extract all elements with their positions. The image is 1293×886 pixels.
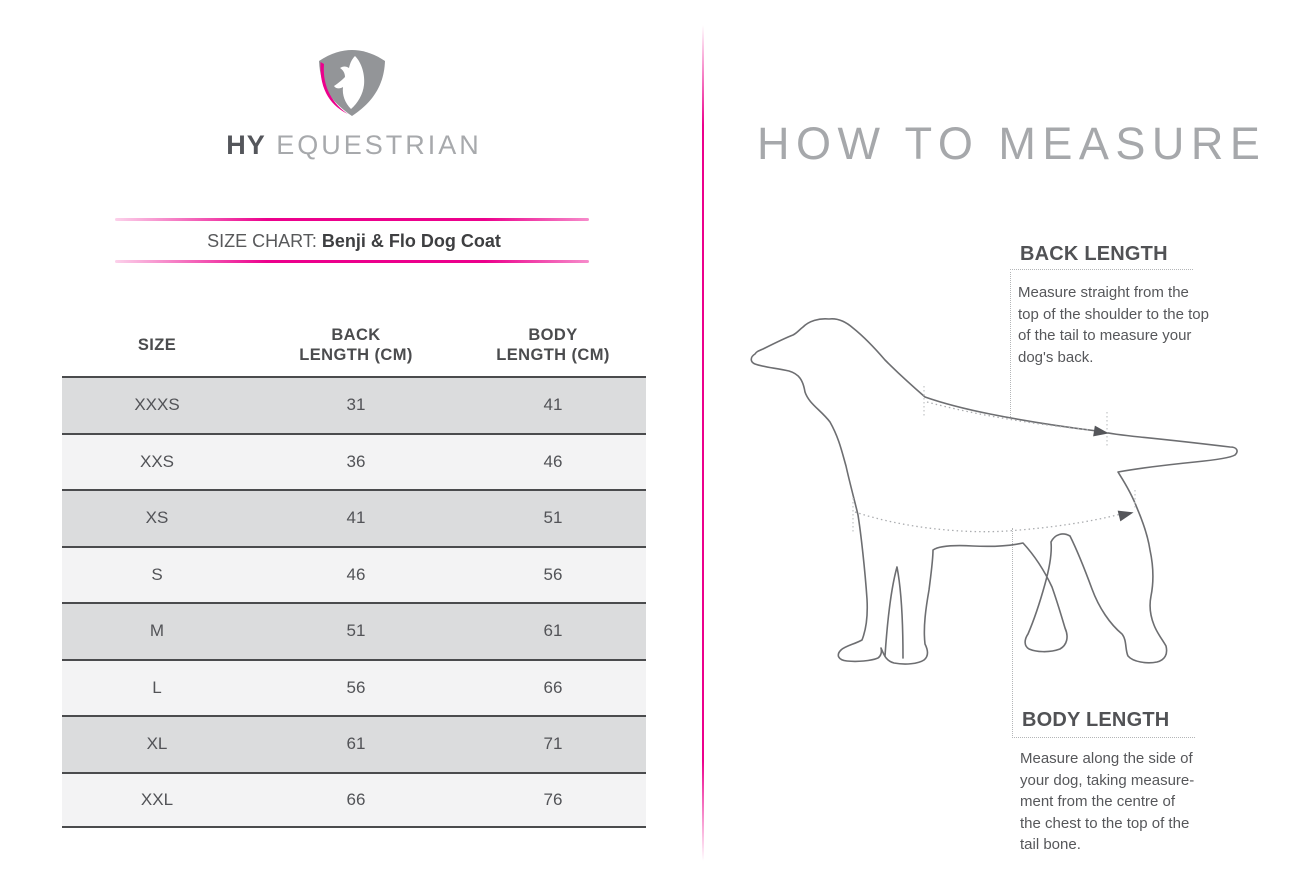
back-length-cell: 36	[346, 451, 366, 471]
size-cell: S	[151, 564, 163, 584]
body-length-cell: 51	[543, 508, 563, 528]
table-row: XL 61 71	[62, 715, 646, 772]
back-length-leader-line	[1010, 272, 1011, 417]
size-cell: XXL	[140, 789, 174, 809]
table-row: XXXS 31 41	[62, 376, 646, 433]
body-length-measure-line	[854, 511, 1122, 533]
size-table: SIZE BACK LENGTH (CM) BODY LENGTH (CM) X…	[62, 314, 646, 828]
dog-outline-illustration	[750, 318, 1238, 665]
title-rule-top	[115, 218, 589, 221]
back-length-cell: 46	[346, 564, 366, 584]
table-row: XXL 66 76	[62, 771, 646, 828]
horse-head-silhouette	[334, 56, 365, 109]
col-header-body-length: BODY LENGTH (CM)	[496, 326, 610, 364]
size-cell: XXS	[139, 451, 175, 471]
body-length-cell: 41	[543, 395, 563, 415]
brand-logo-primary: HY	[226, 130, 266, 160]
body-length-leader-line	[1012, 528, 1013, 738]
body-length-cell: 46	[543, 451, 563, 471]
body-length-cell: 66	[543, 677, 563, 697]
body-length-cell: 71	[543, 734, 563, 754]
size-cell: XXXS	[134, 395, 180, 415]
back-length-underline	[1010, 269, 1193, 270]
pink-crescent	[320, 62, 348, 114]
back-length-cell: 41	[346, 508, 366, 528]
body-length-description: Measure along the side of your dog, taki…	[1020, 750, 1195, 853]
body-length-cell: 76	[543, 789, 563, 809]
body-length-label: BODY LENGTH	[1022, 709, 1170, 731]
col-header-back-length: BACK LENGTH (CM)	[299, 326, 413, 364]
shield-horse-icon	[319, 50, 385, 116]
size-cell: XS	[145, 508, 169, 528]
size-cell: L	[152, 677, 162, 697]
size-chart-title-prefix: SIZE CHART:	[207, 231, 317, 251]
brand-logo-secondary: EQUESTRIAN	[276, 130, 482, 160]
size-cell: M	[149, 621, 165, 641]
table-row: L 56 66	[62, 658, 646, 715]
table-row: XS 41 51	[62, 489, 646, 546]
body-length-underline	[1012, 737, 1195, 738]
back-length-label: BACK LENGTH	[1020, 243, 1168, 265]
table-row: XXS 36 46	[62, 432, 646, 489]
size-chart-title-product: Benji & Flo Dog Coat	[321, 231, 501, 251]
dog-body-outline	[750, 318, 1238, 665]
how-to-measure-heading: HOW TO MEASURE	[757, 118, 1267, 169]
size-table-header: SIZE BACK LENGTH (CM) BODY LENGTH (CM)	[62, 314, 646, 376]
back-length-cell: 56	[346, 677, 366, 697]
table-row: M 51 61	[62, 602, 646, 659]
back-length-cell: 31	[346, 395, 366, 415]
table-row: S 46 56	[62, 545, 646, 602]
back-length-measure-line	[926, 401, 1092, 431]
dog-front-leg-gap	[884, 566, 904, 659]
back-length-cell: 51	[346, 621, 366, 641]
section-divider	[702, 25, 704, 861]
size-chart-title: SIZE CHART: Benji & Flo Dog Coat	[62, 231, 646, 252]
back-length-cell: 66	[346, 789, 366, 809]
back-length-arrow	[1093, 425, 1109, 437]
back-length-cell: 61	[346, 734, 366, 754]
back-length-description: Measure straight from the top of the sho…	[1018, 284, 1209, 366]
size-cell: XL	[146, 734, 168, 754]
size-table-body: XXXS 31 41 XXS 36 46 XS 41 51 S 46 56 M	[62, 376, 646, 828]
body-length-arrow	[1117, 510, 1134, 522]
col-header-size: SIZE	[137, 336, 177, 354]
body-length-cell: 56	[543, 564, 563, 584]
title-rule-bottom	[115, 260, 589, 263]
body-length-cell: 61	[543, 621, 563, 641]
brand-logotype: HY EQUESTRIAN	[62, 130, 646, 161]
